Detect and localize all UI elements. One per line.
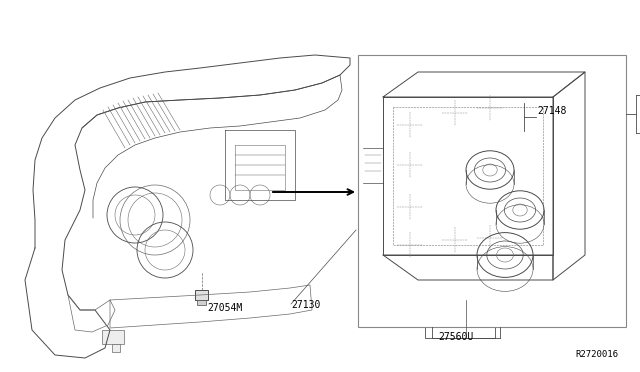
Bar [423, 62, 437, 72]
Text: 27148: 27148 [537, 106, 566, 116]
Bar [448, 60, 462, 70]
Bar [195, 290, 208, 300]
Bar [102, 330, 124, 344]
Bar [197, 300, 206, 305]
Text: 27054M: 27054M [207, 303, 243, 313]
Text: 27130: 27130 [291, 300, 321, 310]
Bar [493, 62, 507, 72]
Bar [468, 60, 482, 70]
Text: 27560U: 27560U [438, 332, 473, 342]
Bar [358, 55, 626, 327]
Bar [518, 64, 532, 74]
Text: R2720016: R2720016 [575, 350, 618, 359]
Bar [585, 178, 597, 200]
Bar [112, 344, 120, 352]
Bar [363, 148, 383, 183]
Bar [425, 300, 495, 338]
